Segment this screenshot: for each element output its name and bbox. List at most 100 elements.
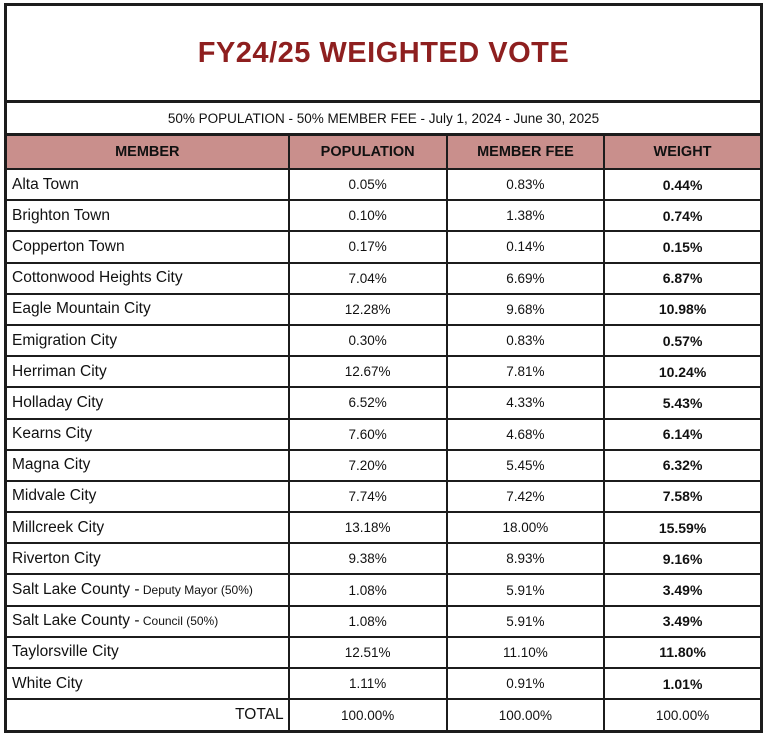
- population-cell: 7.04%: [287, 261, 448, 295]
- weight-cell: 10.24%: [603, 355, 760, 389]
- member-fee-cell: 0.91%: [445, 666, 606, 701]
- table-row: Alta Town 0.05% 0.83% 0.44%: [7, 167, 760, 202]
- member-name: Salt Lake County -: [12, 612, 140, 630]
- member-cell: Eagle Mountain City: [7, 292, 290, 326]
- subtitle-section: 50% POPULATION - 50% MEMBER FEE - July 1…: [7, 103, 760, 136]
- member-name: Taylorsville City: [12, 643, 119, 661]
- total-member-fee-cell: 100.00%: [445, 698, 606, 731]
- member-cell: Magna City: [7, 448, 290, 482]
- population-cell: 12.51%: [287, 635, 448, 670]
- member-name: Holladay City: [12, 393, 104, 411]
- table-row: Herriman City 12.67% 7.81% 10.24%: [7, 355, 760, 389]
- weighted-vote-table: MEMBER POPULATION MEMBER FEE WEIGHT Alta…: [7, 136, 760, 731]
- weight-cell: 0.44%: [603, 167, 760, 202]
- member-cell: Millcreek City: [7, 511, 290, 545]
- population-cell: 1.08%: [287, 604, 448, 638]
- table-row: Copperton Town 0.17% 0.14% 0.15%: [7, 230, 760, 264]
- population-cell: 13.18%: [287, 511, 448, 545]
- table-row: Millcreek City 13.18% 18.00% 15.59%: [7, 511, 760, 545]
- member-fee-cell: 0.14%: [445, 230, 606, 264]
- member-name: Riverton City: [12, 549, 101, 567]
- total-weight-cell: 100.00%: [603, 698, 760, 731]
- weighted-vote-sheet: FY24/25 WEIGHTED VOTE 50% POPULATION - 5…: [4, 3, 763, 733]
- member-cell: Herriman City: [7, 355, 290, 389]
- member-fee-cell: 1.38%: [445, 199, 606, 233]
- weight-cell: 0.74%: [603, 199, 760, 233]
- member-name-suffix: Deputy Mayor (50%): [139, 583, 253, 598]
- table-body: Alta Town 0.05% 0.83% 0.44% Brighton Tow…: [7, 167, 760, 701]
- population-cell: 6.52%: [287, 386, 448, 420]
- weight-cell: 3.49%: [603, 604, 760, 638]
- table-row: Riverton City 9.38% 8.93% 9.16%: [7, 542, 760, 576]
- member-fee-cell: 5.45%: [445, 448, 606, 482]
- population-cell: 0.10%: [287, 199, 448, 233]
- weight-cell: 6.32%: [603, 448, 760, 482]
- table-row: Taylorsville City 12.51% 11.10% 11.80%: [7, 635, 760, 670]
- member-fee-cell: 18.00%: [445, 511, 606, 545]
- member-cell: Midvale City: [7, 479, 290, 514]
- member-name: Eagle Mountain City: [12, 300, 151, 318]
- column-header-member: MEMBER: [7, 136, 290, 170]
- total-label: TOTAL: [7, 698, 290, 731]
- member-cell: Cottonwood Heights City: [7, 261, 290, 295]
- table-header-row: MEMBER POPULATION MEMBER FEE WEIGHT: [7, 136, 760, 170]
- table-row: Cottonwood Heights City 7.04% 6.69% 6.87…: [7, 261, 760, 295]
- member-name-suffix: Council (50%): [139, 614, 219, 629]
- member-fee-cell: 5.91%: [445, 573, 606, 607]
- member-name: Alta Town: [12, 175, 79, 193]
- member-cell: Copperton Town: [7, 230, 290, 264]
- table-row: White City 1.11% 0.91% 1.01%: [7, 666, 760, 701]
- table-row: Midvale City 7.74% 7.42% 7.58%: [7, 479, 760, 514]
- member-cell: Holladay City: [7, 386, 290, 420]
- population-cell: 1.11%: [287, 666, 448, 701]
- total-population-cell: 100.00%: [287, 698, 448, 731]
- weight-cell: 10.98%: [603, 292, 760, 326]
- member-cell: Riverton City: [7, 542, 290, 576]
- member-fee-cell: 0.83%: [445, 323, 606, 358]
- population-cell: 0.30%: [287, 323, 448, 358]
- population-cell: 7.74%: [287, 479, 448, 514]
- table-row: Salt Lake County - Deputy Mayor (50%) 1.…: [7, 573, 760, 607]
- population-cell: 0.17%: [287, 230, 448, 264]
- member-cell: Kearns City: [7, 417, 290, 451]
- page-title: FY24/25 WEIGHTED VOTE: [197, 36, 570, 69]
- member-fee-cell: 6.69%: [445, 261, 606, 295]
- member-fee-cell: 7.81%: [445, 355, 606, 389]
- member-name: Salt Lake County -: [12, 581, 140, 599]
- member-cell: Salt Lake County - Deputy Mayor (50%): [7, 573, 290, 607]
- member-cell: Alta Town: [7, 167, 290, 202]
- table-row: Magna City 7.20% 5.45% 6.32%: [7, 448, 760, 482]
- population-cell: 7.20%: [287, 448, 448, 482]
- member-name: Brighton Town: [12, 206, 110, 224]
- member-cell: Brighton Town: [7, 199, 290, 233]
- member-fee-cell: 7.42%: [445, 479, 606, 514]
- subtitle-text: 50% POPULATION - 50% MEMBER FEE - July 1…: [167, 110, 600, 126]
- weight-cell: 6.14%: [603, 417, 760, 451]
- weight-cell: 6.87%: [603, 261, 760, 295]
- population-cell: 0.05%: [287, 167, 448, 202]
- title-section: FY24/25 WEIGHTED VOTE: [7, 6, 760, 103]
- member-name: White City: [12, 674, 83, 692]
- member-name: Midvale City: [12, 487, 97, 505]
- member-fee-cell: 4.33%: [445, 386, 606, 420]
- member-fee-cell: 11.10%: [445, 635, 606, 670]
- member-name: Kearns City: [12, 425, 93, 443]
- column-header-member-fee: MEMBER FEE: [445, 136, 606, 170]
- weight-cell: 9.16%: [603, 542, 760, 576]
- member-fee-cell: 8.93%: [445, 542, 606, 576]
- member-name: Herriman City: [12, 362, 107, 380]
- member-fee-cell: 0.83%: [445, 167, 606, 202]
- member-cell: White City: [7, 666, 290, 701]
- member-fee-cell: 9.68%: [445, 292, 606, 326]
- weight-cell: 0.15%: [603, 230, 760, 264]
- member-name: Millcreek City: [12, 518, 105, 536]
- weight-cell: 0.57%: [603, 323, 760, 358]
- table-row: Salt Lake County - Council (50%) 1.08% 5…: [7, 604, 760, 638]
- member-name: Copperton Town: [12, 237, 125, 255]
- population-cell: 12.67%: [287, 355, 448, 389]
- member-cell: Taylorsville City: [7, 635, 290, 670]
- weight-cell: 11.80%: [603, 635, 760, 670]
- population-cell: 9.38%: [287, 542, 448, 576]
- population-cell: 12.28%: [287, 292, 448, 326]
- member-name: Magna City: [12, 456, 91, 474]
